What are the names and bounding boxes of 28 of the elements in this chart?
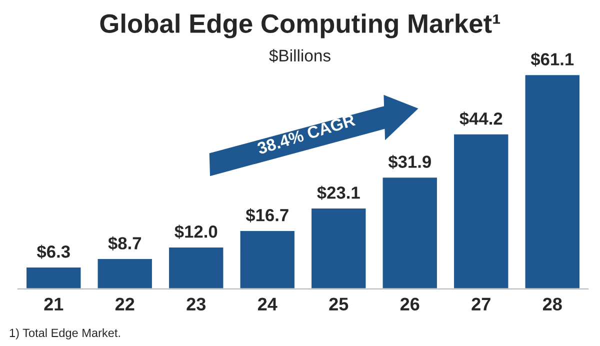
x-tick-label: 22: [115, 298, 134, 310]
x-tick-label: 27: [472, 298, 490, 310]
x-tick-label: 23: [186, 298, 206, 311]
data-label: $6.3: [36, 244, 70, 259]
bar: [524, 74, 581, 289]
x-tick-label: 26: [400, 298, 420, 311]
bar: [381, 176, 438, 289]
x-tick-label: 21: [44, 298, 64, 310]
x-tick-label: 28: [542, 298, 562, 311]
bar: [452, 133, 510, 289]
annotation: 38.4% CAGR: [256, 114, 356, 154]
data-label: $61.1: [530, 52, 574, 67]
data-label: $16.7: [246, 208, 288, 222]
x-tick-label: 24: [258, 298, 278, 310]
bar: [96, 258, 154, 289]
data-label: $44.2: [460, 112, 502, 126]
text: 1) Total Edge Market.: [10, 328, 120, 340]
chart-title: Global Edge Computing Market¹: [100, 14, 500, 38]
bar: [168, 246, 225, 289]
data-label: $23.1: [317, 186, 360, 200]
bar: [310, 207, 368, 289]
chart-subtitle: $Billions: [269, 49, 330, 63]
x-tick-label: 25: [329, 298, 348, 311]
data-label: $8.7: [108, 236, 142, 250]
bar: [25, 266, 82, 289]
data-label: $31.9: [388, 154, 431, 170]
bar: [238, 230, 296, 289]
data-label: $12.0: [174, 224, 218, 239]
